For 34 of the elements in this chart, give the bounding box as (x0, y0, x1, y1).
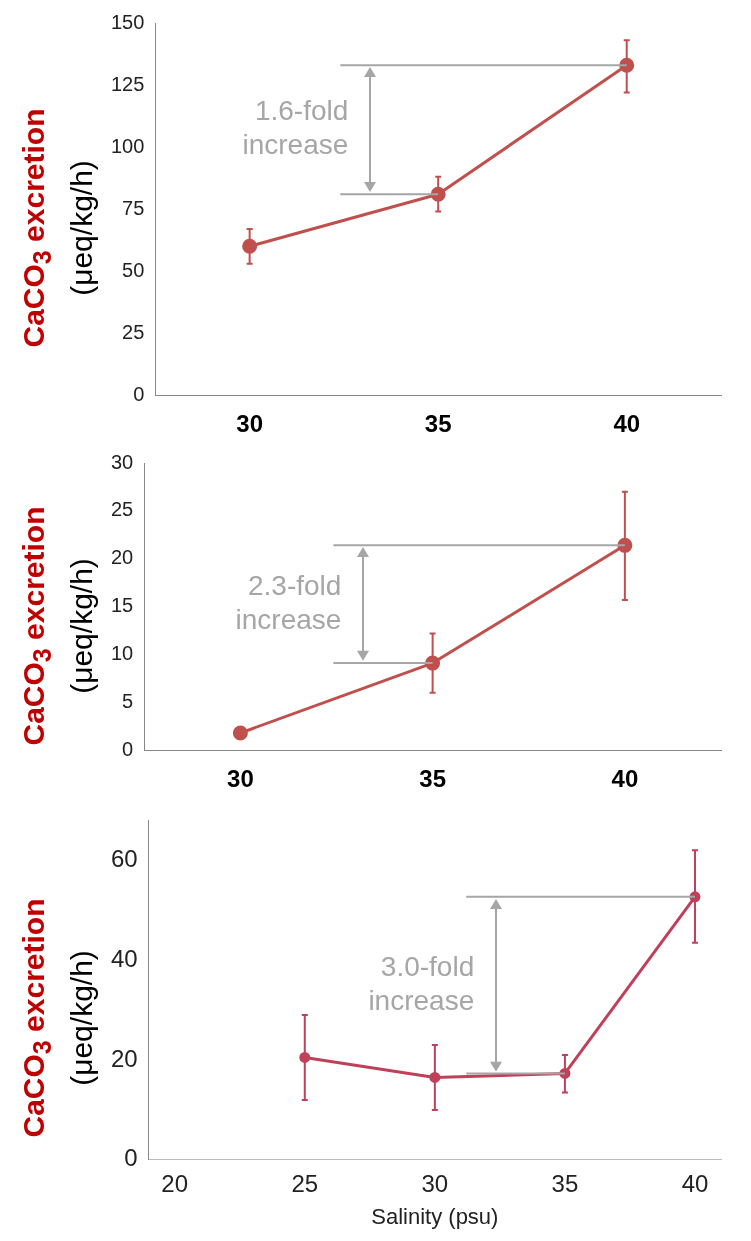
x-tick-label: 25 (291, 1169, 319, 1197)
annotation: 1.6-fold increase (242, 95, 349, 161)
y-tick-label: 0 (122, 737, 134, 760)
y-tick-label: 15 (111, 594, 134, 617)
x-tick-label: 20 (161, 1169, 189, 1197)
x-tick-label: 40 (681, 1169, 709, 1197)
x-tick-label: 30 (227, 765, 254, 793)
y-tick-label: 50 (122, 258, 145, 281)
y-tick-label: 30 (111, 450, 134, 473)
y-tick-label: 5 (122, 689, 134, 712)
y-tick-label: 20 (111, 546, 134, 569)
y-tick-label: 25 (111, 498, 134, 521)
x-tick-label: 40 (611, 765, 639, 793)
y-tick-label: 75 (122, 196, 145, 219)
x-tick-label: 35 (424, 410, 452, 438)
y-tick-label: 60 (110, 844, 138, 872)
y-tick-label: 20 (110, 1044, 138, 1072)
y-tick-label: 10 (111, 641, 134, 664)
point (232, 725, 248, 741)
y-tick-label: 125 (110, 72, 145, 95)
y-tick-label: 25 (122, 320, 145, 343)
x-tick-label: 40 (613, 410, 641, 438)
y-tick-label: 40 (110, 944, 138, 972)
y-tick-label: 100 (110, 134, 145, 157)
x-axis-title: Salinity (psu) (371, 1203, 499, 1229)
x-tick-label: 30 (421, 1169, 449, 1197)
annotation: 3.0-fold increase (368, 950, 475, 1016)
x-tick-label: 35 (551, 1169, 579, 1197)
y-tick-label: 0 (133, 382, 145, 405)
annotation: 2.3-fold increase (235, 569, 342, 635)
y-tick-label: 0 (124, 1144, 138, 1172)
y-tick-label: 150 (110, 10, 145, 33)
x-tick-label: 30 (236, 410, 263, 438)
x-tick-label: 35 (419, 765, 446, 793)
